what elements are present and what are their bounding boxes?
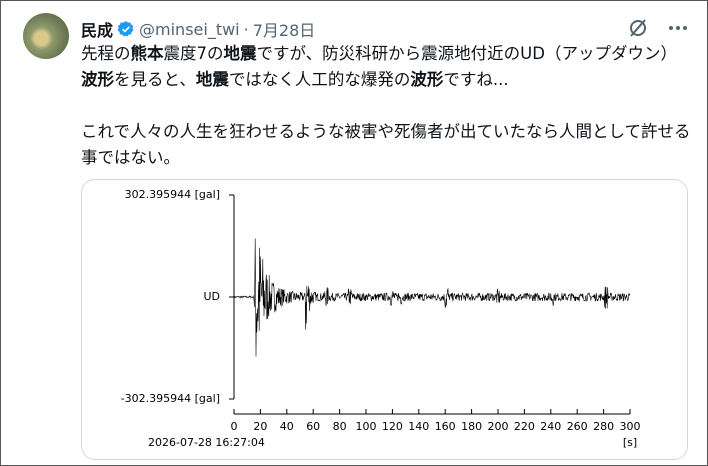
x-tick-label: 160 [435, 420, 456, 433]
x-tick-label: 60 [306, 420, 320, 433]
text-segment: 震度7の [163, 44, 224, 63]
handle[interactable]: @minsei_twi [139, 19, 240, 39]
paragraph: これで人々の人生を狂わせるような被害や死傷者が出ていたなら人間として許せる事では… [81, 119, 693, 171]
x-tick-label: 240 [540, 420, 561, 433]
x-tick-label: 80 [333, 420, 347, 433]
text-segment: ですね... [443, 70, 509, 89]
y-tick-label: UD [203, 290, 220, 303]
x-tick-label: 20 [253, 420, 267, 433]
seismogram-chart: -302.395944 [gal] UD 302.395944 [gal] 0 20 40… [121, 188, 641, 449]
text-segment: これで人々の人生を狂わせるような被害や死傷者が出ていたなら人間として許せる事では… [81, 122, 691, 167]
bold-text: 地震 [195, 70, 229, 89]
x-tick-label: 200 [488, 420, 509, 433]
x-tick-label: 120 [382, 420, 403, 433]
y-tick-label: 302.395944 [gal] [125, 188, 220, 201]
bold-text: 地震 [223, 44, 257, 63]
grok-button[interactable] [627, 17, 649, 39]
x-tick-label: 300 [620, 420, 641, 433]
x-tick-label: 180 [461, 420, 482, 433]
bold-text: 波形 [81, 70, 114, 89]
timestamp: 2026-07-28 16:27:04 [148, 436, 265, 449]
x-unit: [s] [623, 436, 637, 449]
text-segment: 先程の [81, 44, 131, 63]
post-header: 民成 @minsei_twi · 7月28日 [81, 17, 315, 41]
x-tick-label: 40 [280, 420, 294, 433]
post-text: 先程の熊本震度7の地震ですが、防災科研から震源地付近のUD（アップダウン）波形を… [81, 41, 693, 197]
x-tick-label: 0 [231, 420, 238, 433]
post-actions [627, 17, 689, 39]
x-tick-label: 220 [514, 420, 535, 433]
y-tick-label: -302.395944 [gal] [121, 392, 220, 405]
paragraph: 先程の熊本震度7の地震ですが、防災科研から震源地付近のUD（アップダウン）波形を… [81, 41, 693, 93]
text-segment: ですが、防災科研から震源地付近のUD（アップダウン） [256, 44, 677, 63]
bold-text: 波形 [410, 70, 444, 89]
avatar[interactable] [23, 13, 69, 59]
post-date[interactable]: 7月28日 [252, 21, 316, 40]
more-button[interactable] [667, 17, 689, 39]
text-segment: ではなく人工的な爆発の [228, 70, 411, 89]
post-image[interactable]: -302.395944 [gal] UD 302.395944 [gal] 0 20 40… [81, 179, 688, 460]
display-name[interactable]: 民成 [81, 21, 114, 40]
x-tick-label: 260 [567, 420, 588, 433]
x-tick-label: 140 [408, 420, 429, 433]
separator: · [243, 19, 249, 39]
bold-text: 熊本 [130, 44, 164, 63]
x-tick-label: 100 [356, 420, 377, 433]
text-segment: を見ると、 [114, 70, 196, 89]
waveform [233, 238, 631, 357]
verified-badge [117, 21, 134, 37]
x-tick-label: 280 [593, 420, 614, 433]
